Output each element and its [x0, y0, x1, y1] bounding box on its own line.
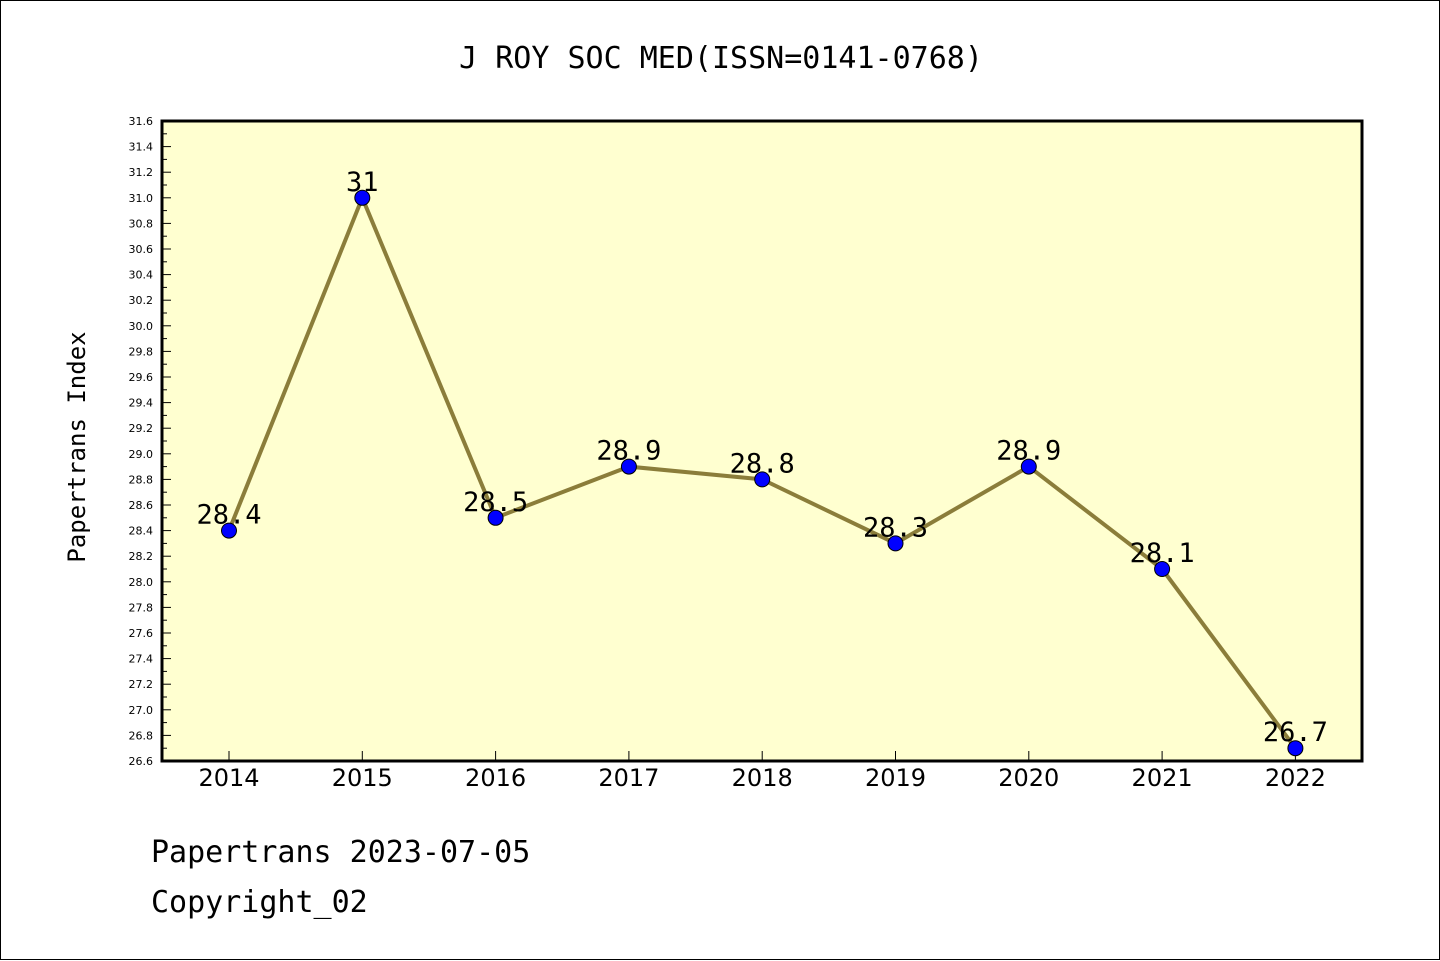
- y-tick-label: 29.4: [129, 397, 154, 410]
- y-tick-label: 31.2: [129, 166, 154, 179]
- data-point: [754, 471, 771, 488]
- x-tick-label: 2021: [1132, 764, 1193, 792]
- y-tick-label: 29.6: [129, 371, 154, 384]
- x-tick-label: 2016: [465, 764, 526, 792]
- y-tick-label: 29.0: [129, 448, 154, 461]
- y-tick-label: 27.8: [129, 601, 154, 614]
- y-tick-label: 30.4: [129, 269, 154, 282]
- y-axis-label: Papertrans Index: [63, 331, 91, 562]
- y-tick-label: 30.6: [129, 243, 154, 256]
- data-label: 26.7: [1263, 717, 1328, 748]
- y-axis: 26.6 26.8 27.0 27.2 27.4 27.6 27.8 28.0 28.2 28.4…: [129, 115, 171, 768]
- data-point: [487, 509, 504, 526]
- y-tick-label: 30.2: [129, 294, 154, 307]
- y-tick-label: 28.0: [129, 576, 154, 589]
- x-axis: 2014 2015 2016 2017 2018 2019 2020 2021 2022: [198, 751, 1326, 792]
- data-label: 28.8: [730, 448, 795, 479]
- data-label: 28.4: [196, 500, 261, 531]
- y-tick-label: 30.0: [129, 320, 154, 333]
- y-tick-label: 31.6: [129, 115, 154, 128]
- footer-copyright: Copyright_02: [151, 885, 368, 920]
- data-label: 28.1: [1130, 538, 1195, 569]
- y-tick-label: 28.2: [129, 550, 154, 563]
- data-label: 28.9: [996, 436, 1061, 467]
- data-label: 31: [346, 167, 379, 198]
- series-markers: [221, 189, 1304, 757]
- x-tick-label: 2020: [998, 764, 1059, 792]
- x-tick-label: 2014: [198, 764, 259, 792]
- data-label: 28.3: [863, 512, 928, 543]
- y-tick-label: 28.4: [129, 525, 154, 538]
- data-point: [1287, 740, 1304, 757]
- y-tick-label: 31.0: [129, 192, 154, 205]
- chart-title: J ROY SOC MED(ISSN=0141-0768): [459, 41, 983, 76]
- y-tick-label: 26.8: [129, 729, 154, 742]
- data-point: [221, 522, 237, 539]
- data-point: [620, 458, 637, 475]
- y-tick-label: 29.8: [129, 345, 154, 358]
- y-tick-label: 28.8: [129, 473, 154, 486]
- data-labels: 28.4 31 28.5 28.9 28.8 28.3 28.9 28.1 26.7: [196, 167, 1327, 748]
- x-tick-label: 2022: [1265, 764, 1326, 792]
- y-tick-label: 27.4: [129, 653, 154, 666]
- data-point: [354, 189, 371, 206]
- x-tick-label: 2017: [598, 764, 659, 792]
- data-label: 28.9: [596, 436, 661, 467]
- data-point: [887, 535, 904, 552]
- footer-date: Papertrans 2023-07-05: [151, 835, 531, 870]
- plot-border: [160, 119, 1364, 763]
- y-tick-label: 28.6: [129, 499, 154, 512]
- y-tick-label: 30.8: [129, 217, 154, 230]
- y-tick-label: 31.4: [129, 141, 154, 154]
- x-tick-label: 2018: [732, 764, 793, 792]
- y-tick-label: 29.2: [129, 422, 154, 435]
- x-tick-label: 2019: [865, 764, 926, 792]
- data-point: [1020, 458, 1037, 475]
- data-point: [1154, 561, 1171, 577]
- x-tick-label: 2015: [332, 764, 393, 792]
- data-label: 28.5: [463, 487, 528, 518]
- y-tick-label: 27.6: [129, 627, 154, 640]
- y-tick-label: 27.2: [129, 678, 154, 691]
- y-tick-label: 26.6: [129, 755, 154, 768]
- y-tick-label: 27.0: [129, 704, 154, 717]
- plot-area: [162, 121, 1362, 761]
